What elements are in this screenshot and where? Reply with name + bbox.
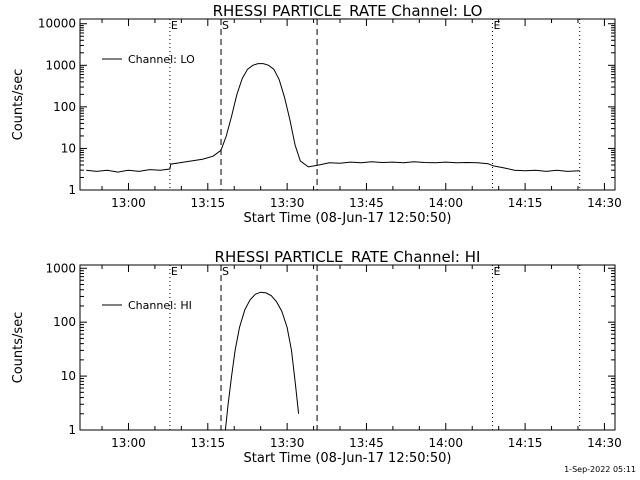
y-tick-label: 1: [68, 183, 76, 197]
hi-channel-panel: RHESSI PARTICLE_RATE Channel: HI 13:00 13:…: [11, 248, 622, 466]
marker-label: S: [222, 265, 229, 278]
y-axis-label: Counts/sec: [11, 69, 26, 141]
chart-title: RHESSI PARTICLE_RATE Channel: LO: [213, 2, 483, 21]
y-tick-label: 10: [61, 369, 76, 383]
x-tick-label: 13:00: [111, 196, 146, 210]
x-axis-label: Start Time (08-Jun-17 12:50:50): [244, 211, 452, 226]
plot-frame: [79, 264, 616, 431]
x-axis-label: Start Time (08-Jun-17 12:50:50): [244, 451, 452, 466]
marker-label: E: [493, 19, 500, 32]
y-tick-label: 100: [53, 315, 76, 329]
x-tick-label: 13:30: [270, 436, 305, 450]
y-tick-label: 1000: [45, 261, 76, 275]
x-tick-label: 13:00: [111, 436, 146, 450]
x-tick-label: 14:15: [508, 196, 543, 210]
series-line: [224, 291, 300, 431]
marker-label: E: [493, 265, 500, 278]
series-line: [86, 63, 580, 173]
chart-title: RHESSI PARTICLE_RATE Channel: HI: [215, 248, 481, 267]
marker-label: E: [171, 265, 178, 278]
marker-label: S: [222, 19, 229, 32]
plot-frame: [79, 18, 616, 191]
marker-label: E: [171, 19, 178, 32]
x-tick-label: 13:30: [270, 196, 305, 210]
x-tick-label: 14:15: [508, 436, 543, 450]
y-tick-label: 10: [61, 141, 76, 155]
x-tick-label: 14:30: [587, 436, 622, 450]
legend-label: Channel: HI: [128, 299, 192, 312]
legend-label: Channel: LO: [128, 53, 195, 66]
y-axis-label: Counts/sec: [11, 312, 26, 384]
x-tick-label: 13:15: [191, 196, 226, 210]
x-tick-label: 14:30: [587, 196, 622, 210]
x-tick-label: 14:00: [428, 196, 463, 210]
y-tick-label: 100: [53, 100, 76, 114]
y-tick-label: 1000: [45, 58, 76, 72]
lo-channel-panel: RHESSI PARTICLE_RATE Channel: LO 13:00 13:…: [11, 2, 622, 226]
y-tick-label: 10000: [38, 17, 76, 31]
x-tick-label: 13:15: [191, 436, 226, 450]
x-tick-label: 13:45: [349, 436, 384, 450]
footer-timestamp: 1-Sep-2022 05:11: [564, 465, 636, 474]
y-tick-label: 1: [68, 423, 76, 437]
x-tick-label: 14:00: [428, 436, 463, 450]
x-tick-label: 13:45: [349, 196, 384, 210]
